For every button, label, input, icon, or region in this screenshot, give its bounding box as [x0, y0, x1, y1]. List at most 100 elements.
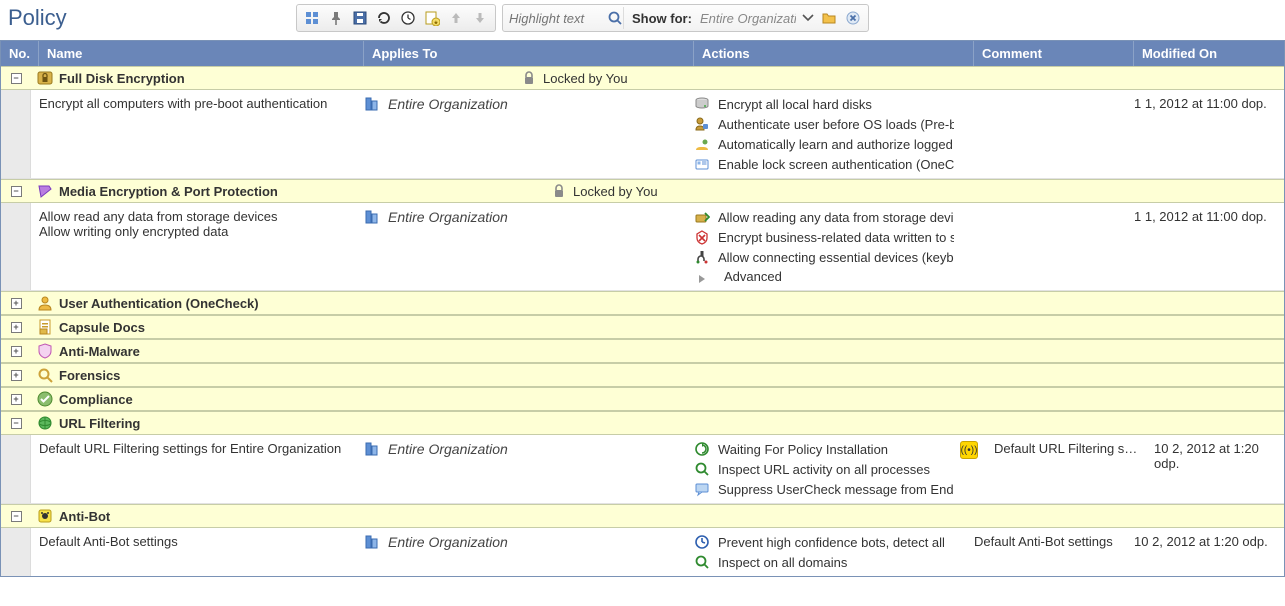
lock-text: Locked by You — [543, 71, 628, 86]
action-label: Encrypt business-related data written to… — [718, 230, 954, 245]
grid-header: No. Name Applies To Actions Comment Modi… — [1, 41, 1284, 66]
toggle-icon[interactable]: − — [11, 511, 22, 522]
rule-comment — [966, 90, 1126, 178]
auth-icon — [694, 116, 710, 132]
section-media-encryption[interactable]: − Media Encryption & Port Protection Loc… — [1, 179, 1284, 203]
section-compliance[interactable]: + Compliance — [1, 387, 1284, 411]
toggle-icon[interactable]: − — [11, 418, 22, 429]
connect-icon — [694, 249, 710, 265]
toolbar-history-icon[interactable] — [397, 8, 419, 28]
rule-name: Allow writing only encrypted data — [39, 224, 348, 239]
org-icon — [364, 96, 380, 112]
action-label: Allow reading any data from storage devi… — [718, 210, 954, 225]
user-icon — [37, 295, 53, 311]
rule-row[interactable]: Default Anti-Bot settings Entire Organiz… — [1, 528, 1284, 576]
search-icon[interactable] — [607, 10, 623, 26]
section-user-authentication[interactable]: + User Authentication (OneCheck) — [1, 291, 1284, 315]
fde-icon — [37, 70, 53, 86]
lock-icon — [551, 183, 567, 199]
card-icon — [694, 156, 710, 172]
rule-name: Default Anti-Bot settings — [31, 528, 356, 576]
toolbar: Show for: — [296, 4, 869, 32]
rule-row[interactable]: Default URL Filtering settings for Entir… — [1, 435, 1284, 504]
section-anti-bot[interactable]: − Anti-Bot — [1, 504, 1284, 528]
showfor-label: Show for: — [628, 11, 696, 26]
arrow-icon — [694, 271, 710, 283]
section-anti-malware[interactable]: + Anti-Malware — [1, 339, 1284, 363]
section-title: Forensics — [59, 368, 120, 383]
action-label: Inspect on all domains — [718, 555, 847, 570]
inspect-icon — [694, 461, 710, 477]
section-full-disk-encryption[interactable]: − Full Disk Encryption Locked by You — [1, 66, 1284, 90]
col-applies[interactable]: Applies To — [364, 41, 694, 66]
status-badge: ((•)) — [960, 441, 978, 459]
col-comment[interactable]: Comment — [974, 41, 1134, 66]
toggle-icon[interactable]: + — [11, 394, 22, 405]
msg-icon — [694, 481, 710, 497]
toggle-icon[interactable]: − — [11, 186, 22, 197]
toggle-icon[interactable]: − — [11, 73, 22, 84]
encrypt-icon — [694, 229, 710, 245]
col-modified[interactable]: Modified On — [1134, 41, 1284, 66]
page-title: Policy — [8, 5, 288, 31]
toggle-icon[interactable]: + — [11, 298, 22, 309]
applies-to: Entire Organization — [388, 441, 508, 457]
toggle-icon[interactable]: + — [11, 370, 22, 381]
action-label: Suppress UserCheck message from Endpoi..… — [718, 482, 954, 497]
section-capsule-docs[interactable]: + Capsule Docs — [1, 315, 1284, 339]
learn-icon — [694, 136, 710, 152]
rule-comment: Default Anti-Bot settings — [966, 528, 1126, 576]
col-no[interactable]: No. — [1, 41, 39, 66]
inspect-icon — [694, 554, 710, 570]
toolbar-new-icon[interactable] — [421, 8, 443, 28]
wait-icon — [694, 441, 710, 457]
section-title: Anti-Malware — [59, 344, 140, 359]
rule-comment: Default URL Filtering settin... — [986, 435, 1146, 503]
col-actions[interactable]: Actions — [694, 41, 974, 66]
disk-icon — [694, 96, 710, 112]
check-icon — [37, 391, 53, 407]
rule-modified: 1 1, 2012 at 11:00 dop. — [1126, 203, 1284, 290]
toggle-icon[interactable]: + — [11, 346, 22, 357]
section-forensics[interactable]: + Forensics — [1, 363, 1284, 387]
action-label: Allow connecting essential devices (keyb… — [718, 250, 954, 265]
org-icon — [364, 441, 380, 457]
search-input[interactable] — [507, 9, 607, 28]
rule-row[interactable]: Encrypt all computers with pre-boot auth… — [1, 90, 1284, 179]
col-name[interactable]: Name — [39, 41, 364, 66]
bot-icon — [37, 508, 53, 524]
toolbar-grid-icon[interactable] — [301, 8, 323, 28]
clock-icon — [694, 534, 710, 550]
section-title: Compliance — [59, 392, 133, 407]
toolbar-down-icon[interactable] — [469, 8, 491, 28]
action-label: Inspect URL activity on all processes — [718, 462, 930, 477]
toolbar-up-icon[interactable] — [445, 8, 467, 28]
section-title: Capsule Docs — [59, 320, 145, 335]
action-label: Encrypt all local hard disks — [718, 97, 872, 112]
clear-icon[interactable] — [842, 8, 864, 28]
chevron-down-icon[interactable] — [800, 10, 816, 26]
action-label: Waiting For Policy Installation — [718, 442, 888, 457]
folder-icon[interactable] — [818, 8, 840, 28]
toolbar-refresh-icon[interactable] — [373, 8, 395, 28]
section-title: URL Filtering — [59, 416, 140, 431]
action-label: Enable lock screen authentication (OneCh… — [718, 157, 954, 172]
media-icon — [37, 183, 53, 199]
showfor-select[interactable] — [698, 7, 798, 29]
rule-modified: 1 1, 2012 at 11:00 dop. — [1126, 90, 1284, 178]
toggle-icon[interactable]: + — [11, 322, 22, 333]
applies-to: Entire Organization — [388, 96, 508, 112]
action-label: Automatically learn and authorize logged… — [718, 137, 954, 152]
rule-name: Default URL Filtering settings for Entir… — [31, 435, 356, 503]
applies-to: Entire Organization — [388, 534, 508, 550]
lock-icon — [521, 70, 537, 86]
rule-modified: 10 2, 2012 at 1:20 odp. — [1146, 435, 1284, 503]
section-title: Anti-Bot — [59, 509, 110, 524]
toolbar-pin-icon[interactable] — [325, 8, 347, 28]
section-url-filtering[interactable]: − URL Filtering — [1, 411, 1284, 435]
rule-row[interactable]: Allow read any data from storage devices… — [1, 203, 1284, 291]
action-label: Prevent high confidence bots, detect all — [718, 535, 945, 550]
action-label: Authenticate user before OS loads (Pre-b… — [718, 117, 954, 132]
toolbar-save-icon[interactable] — [349, 8, 371, 28]
section-title: Media Encryption & Port Protection — [59, 184, 278, 199]
